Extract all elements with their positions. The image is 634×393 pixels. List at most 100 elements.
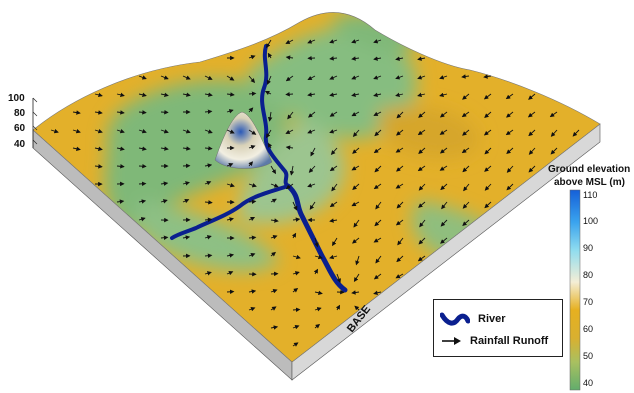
runoff-arrow [138, 129, 147, 134]
runoff-arrow [314, 323, 321, 329]
runoff-arrow [270, 165, 277, 175]
runoff-arrow [248, 216, 256, 222]
runoff-arrow [72, 146, 81, 151]
runoff-arrow [462, 93, 470, 100]
runoff-arrow [439, 129, 448, 135]
runoff-arrow [248, 289, 257, 294]
runoff-arrow [226, 271, 234, 276]
runoff-arrow [267, 111, 273, 122]
runoff-arrow [204, 129, 213, 134]
colorbar-title-line1: Ground elevation [548, 164, 630, 175]
runoff-arrow [248, 307, 256, 312]
runoff-arrow [396, 201, 404, 209]
runoff-arrow [204, 146, 213, 151]
runoff-arrow [72, 110, 81, 115]
runoff-arrow [374, 165, 382, 173]
runoff-arrow [160, 92, 169, 97]
runoff-arrow [226, 217, 234, 222]
runoff-arrow [266, 129, 272, 139]
runoff-arrow [204, 200, 213, 205]
runoff-arrow [353, 219, 360, 228]
runoff-arrow [332, 237, 338, 247]
z-tick-label: 100 [8, 93, 25, 104]
runoff-arrow [248, 235, 257, 240]
runoff-arrow [292, 307, 301, 313]
runoff-arrow [138, 110, 147, 115]
runoff-arrow [291, 232, 297, 239]
rainfall-runoff-arrows [50, 39, 580, 347]
runoff-arrow [285, 183, 294, 190]
runoff-arrow [462, 219, 470, 227]
runoff-arrow [418, 201, 426, 208]
runoff-arrow [462, 201, 470, 209]
runoff-arrow [329, 201, 338, 208]
runoff-arrow [528, 147, 536, 155]
runoff-arrow [94, 110, 103, 115]
colorbar-tick: 70 [583, 297, 593, 307]
runoff-arrow [395, 56, 404, 61]
runoff-arrow [138, 75, 147, 80]
z-tick-label: 60 [14, 123, 26, 134]
runoff-arrow [204, 217, 213, 222]
runoff-arrow [417, 165, 426, 172]
runoff-arrow [160, 235, 169, 240]
runoff-arrow [329, 165, 338, 172]
runoff-arrow [355, 255, 360, 266]
runoff-arrow [331, 183, 338, 192]
runoff-arrow [484, 165, 492, 172]
runoff-arrow [373, 111, 382, 116]
runoff-arrow [138, 199, 147, 204]
runoff-arrow [351, 56, 360, 61]
legend-river-label: River [478, 313, 506, 325]
runoff-arrow [351, 290, 360, 295]
runoff-arrow [285, 55, 294, 60]
runoff-arrow [270, 325, 279, 330]
runoff-arrow [270, 198, 277, 203]
runoff-arrow [182, 198, 190, 204]
runoff-arrow [439, 92, 448, 98]
runoff-arrow [506, 111, 514, 118]
runoff-arrow [461, 147, 470, 154]
runoff-arrow [285, 129, 294, 134]
runoff-arrow [375, 201, 382, 210]
runoff-arrow [94, 92, 103, 98]
runoff-arrow [484, 183, 492, 191]
runoff-arrow [116, 92, 125, 98]
runoff-arrow [314, 254, 323, 260]
runoff-arrow [116, 164, 125, 169]
runoff-arrow [351, 201, 360, 207]
colorbar-tick: 80 [583, 270, 593, 280]
runoff-arrow [287, 111, 294, 120]
runoff-arrow [440, 237, 448, 244]
runoff-arrow [373, 147, 382, 154]
runoff-arrow [138, 92, 147, 98]
river [170, 44, 348, 293]
river-icon [440, 312, 470, 326]
runoff-arrow [463, 183, 470, 192]
runoff-arrow [329, 254, 338, 260]
runoff-arrow [226, 129, 235, 134]
runoff-arrow [439, 111, 448, 118]
runoff-arrow [439, 75, 448, 80]
runoff-arrow [439, 147, 448, 154]
runoff-arrow [528, 129, 536, 137]
runoff-arrow [308, 165, 316, 173]
runoff-arrow [116, 146, 125, 151]
colorbar: Ground elevation above MSL (m) 110 100 9… [548, 164, 630, 391]
runoff-arrow [351, 165, 360, 171]
runoff-arrow [336, 273, 341, 284]
runoff-arrow [310, 147, 316, 157]
runoff-arrow [484, 201, 492, 209]
runoff-arrow [373, 39, 382, 44]
runoff-arrow [248, 145, 256, 150]
runoff-arrow [373, 183, 382, 190]
runoff-arrow [440, 183, 448, 191]
runoff-arrow [160, 199, 168, 204]
runoff-arrow [226, 109, 234, 114]
runoff-arrow [375, 255, 382, 264]
runoff-arrow [267, 142, 273, 149]
runoff-arrow [462, 165, 470, 173]
runoff-arrow [270, 183, 279, 188]
runoff-arrow [417, 129, 426, 136]
